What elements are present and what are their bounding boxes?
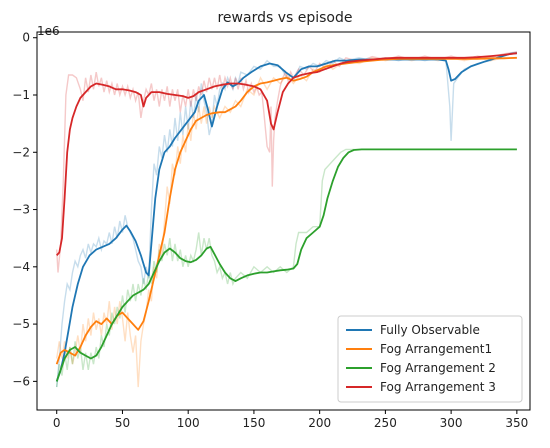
y-tick-label: −4 — [12, 260, 30, 274]
x-tick-label: 300 — [440, 416, 463, 430]
series-line-3 — [56, 52, 518, 257]
y-tick-label: −1 — [12, 88, 30, 102]
legend-label-2: Fog Arrangement 2 — [380, 361, 496, 375]
series-line-2 — [55, 148, 517, 382]
series-line-1 — [55, 56, 517, 365]
x-tick-label: 200 — [308, 416, 331, 430]
x-tick-label: 350 — [505, 416, 528, 430]
x-tick-label: 0 — [53, 416, 61, 430]
x-tick-label: 50 — [115, 416, 130, 430]
chart-title: rewards vs episode — [217, 10, 352, 26]
legend-label-1: Fog Arrangement1 — [380, 342, 492, 356]
y-tick-label: −2 — [12, 145, 30, 159]
raw-series-line-3 — [56, 51, 517, 273]
smoothed-series-layer — [55, 52, 518, 382]
y-tick-label: −6 — [12, 374, 30, 388]
legend-label-0: Fully Observable — [380, 323, 480, 337]
legend-label-3: Fog Arrangement 3 — [380, 380, 496, 394]
y-axis: 0 −1 −2 −3 −4 −5 −6 — [12, 31, 37, 388]
raw-series-line-2 — [56, 148, 517, 388]
x-tick-label: 250 — [374, 416, 397, 430]
y-tick-label: −3 — [12, 203, 30, 217]
y-tick-label: −5 — [12, 317, 30, 331]
x-axis: 0 50 100 150 200 250 300 350 — [53, 410, 528, 430]
legend-box — [337, 315, 523, 403]
x-tick-label: 150 — [242, 416, 265, 430]
y-tick-label: 0 — [22, 31, 30, 45]
plot-frame — [36, 31, 531, 411]
y-offset-text: 1e6 — [37, 24, 60, 38]
x-tick-label: 100 — [177, 416, 200, 430]
legend: Fully Observable Fog Arrangement1 Fog Arra… — [337, 315, 523, 403]
